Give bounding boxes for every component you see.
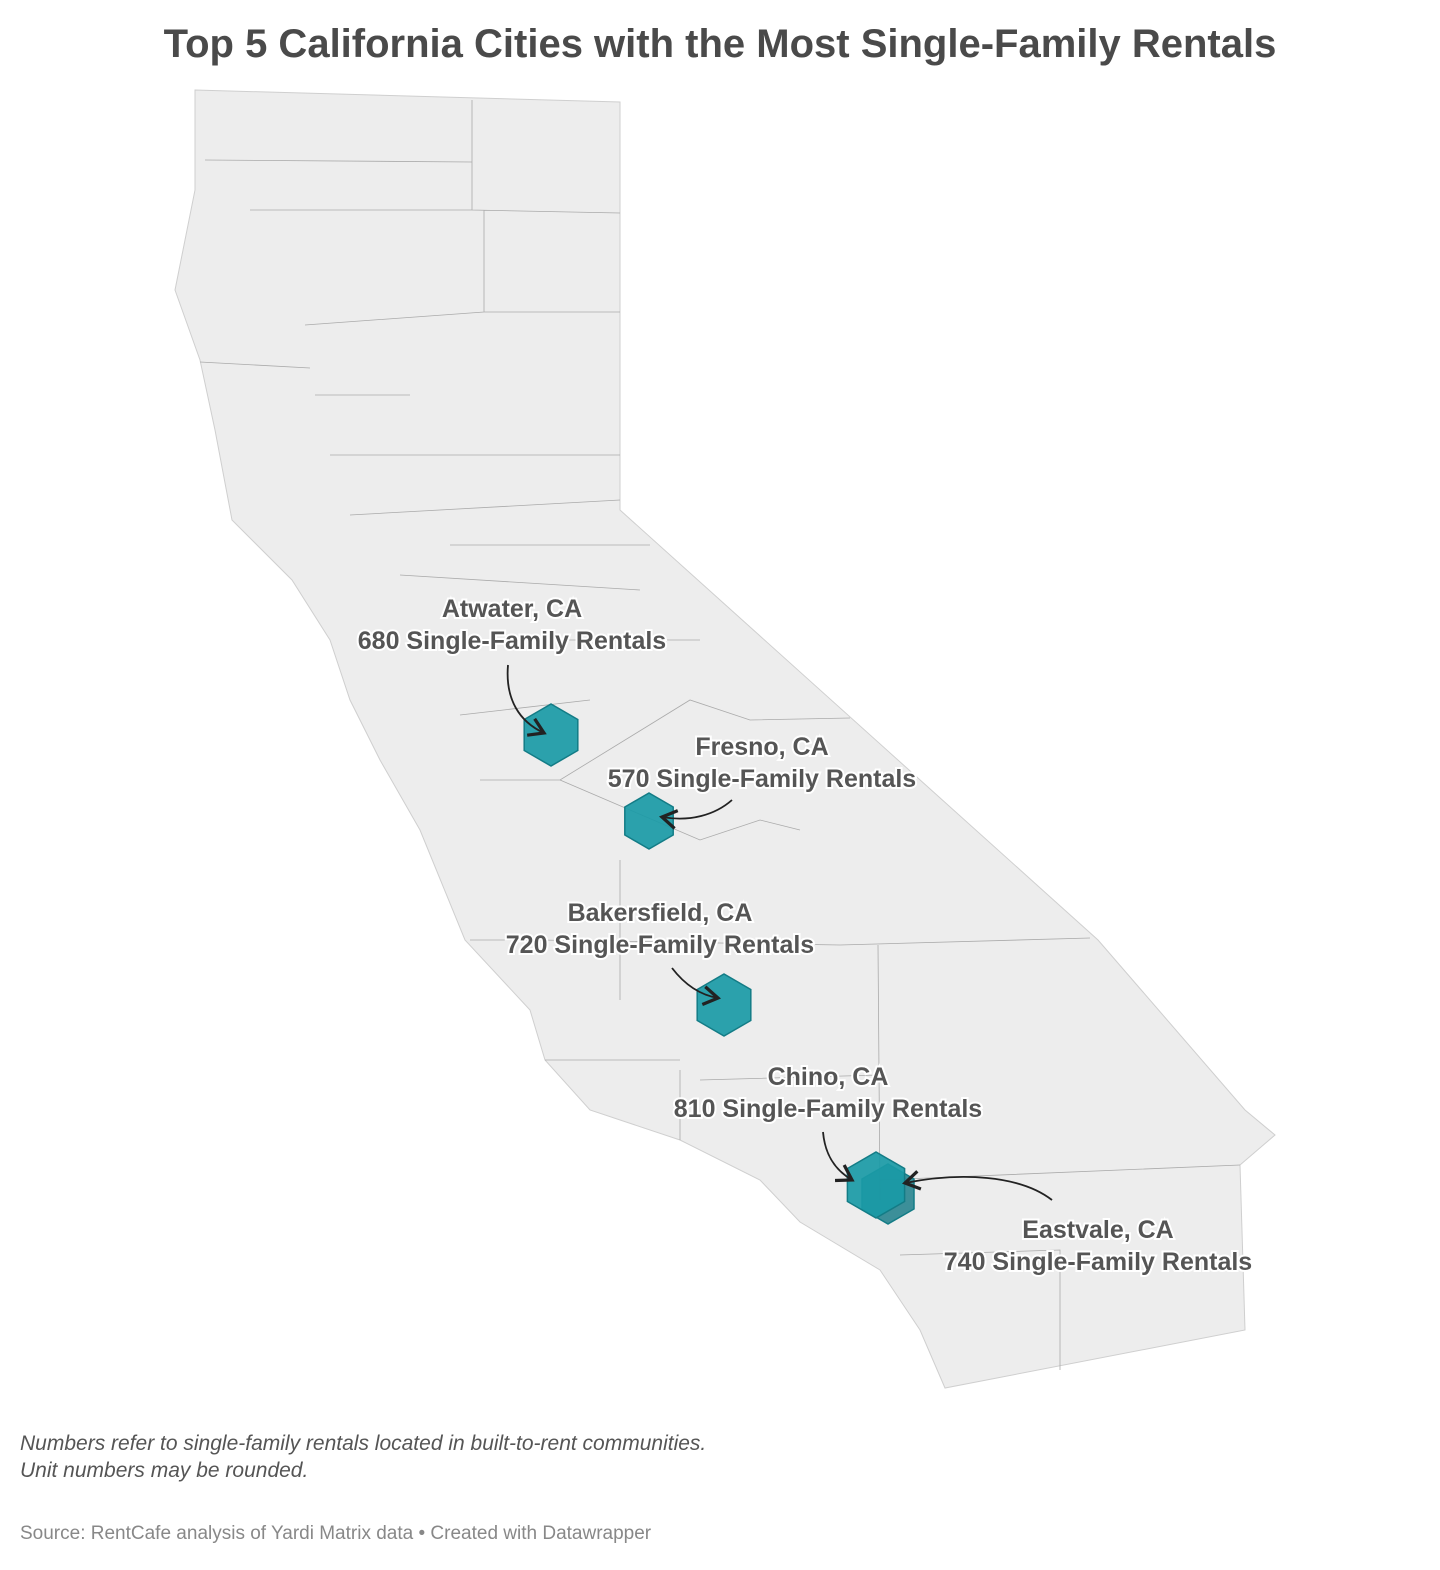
annotation-arrow: [671, 967, 722, 1007]
annotation-value: 740 Single-Family Rentals: [944, 1248, 1252, 1276]
annotation-city: Fresno, CA: [695, 733, 828, 761]
annotation-city: Chino, CA: [768, 1063, 889, 1091]
annotation-arrow: [822, 1131, 855, 1183]
california-map: Atwater, CA 680 Single-Family Rentals Fres…: [174, 89, 1276, 1389]
chart-title: Top 5 California Cities with the Most Si…: [163, 22, 1277, 66]
annotation-city: Bakersfield, CA: [568, 899, 753, 927]
note-line: Numbers refer to single-family rentals l…: [20, 1432, 707, 1455]
annotation-city: Eastvale, CA: [1022, 1216, 1173, 1244]
hex-marker-chino[interactable]: [846, 1151, 906, 1219]
annotation-arrow: [506, 664, 547, 737]
annotation-value: 570 Single-Family Rentals: [608, 765, 916, 793]
annotation-arrow: [902, 1170, 1053, 1201]
annotation-value: 810 Single-Family Rentals: [674, 1095, 982, 1123]
annotation-arrow: [658, 799, 733, 830]
footnotes: Numbers refer to single-family rentals l…: [20, 1430, 706, 1484]
annotation-city: Atwater, CA: [442, 595, 582, 623]
annotation-value: 680 Single-Family Rentals: [358, 627, 666, 655]
source-credit: Source: RentCafe analysis of Yardi Matri…: [20, 1523, 652, 1544]
county-borders: [199, 100, 1241, 1370]
annotation-value: 720 Single-Family Rentals: [506, 931, 814, 959]
state-outline: [174, 89, 1276, 1389]
note-line: Unit numbers may be rounded.: [20, 1459, 309, 1482]
hex-marker-fresno[interactable]: [624, 792, 674, 850]
